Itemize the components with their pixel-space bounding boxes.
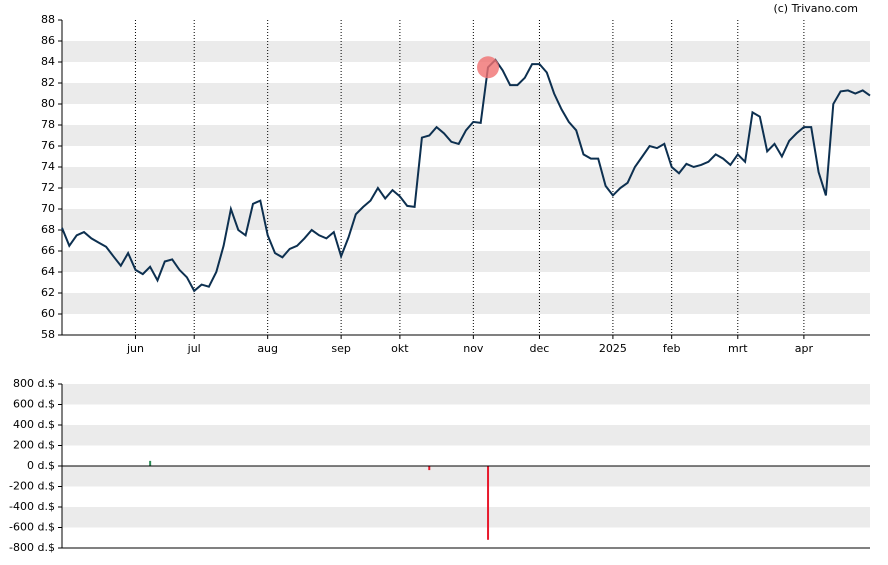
x-tick-label: nov xyxy=(463,342,484,355)
y-tick-label: 400 d.$ xyxy=(13,418,55,431)
bar xyxy=(487,466,490,540)
y-tick-label: 80 xyxy=(41,97,55,110)
y-tick-label: 64 xyxy=(41,265,55,278)
y-tick-label: 78 xyxy=(41,118,55,131)
x-tick-label: jul xyxy=(187,342,201,355)
grid-band xyxy=(62,41,870,62)
y-tick-label: 600 d.$ xyxy=(13,398,55,411)
y-tick-label: 62 xyxy=(41,286,55,299)
y-tick-label: 800 d.$ xyxy=(13,377,55,390)
x-tick-label: aug xyxy=(257,342,278,355)
y-tick-label: 82 xyxy=(41,76,55,89)
y-tick-label: 84 xyxy=(41,55,55,68)
y-tick-label: 72 xyxy=(41,181,55,194)
x-tick-label: mrt xyxy=(728,342,748,355)
y-tick-label: 66 xyxy=(41,244,55,257)
grid-band xyxy=(62,251,870,272)
y-tick-label: -600 d.$ xyxy=(9,521,55,534)
grid-band xyxy=(62,507,870,528)
grid-band xyxy=(62,384,870,405)
y-tick-label: 70 xyxy=(41,202,55,215)
y-tick-label: -200 d.$ xyxy=(9,480,55,493)
grid-band xyxy=(62,83,870,104)
y-tick-label: -400 d.$ xyxy=(9,500,55,513)
price-line xyxy=(61,58,871,293)
x-tick-label: apr xyxy=(795,342,814,355)
bar xyxy=(428,466,431,471)
bar xyxy=(149,460,152,466)
grid-band xyxy=(62,125,870,146)
grid-band xyxy=(62,466,870,487)
grid-band xyxy=(62,425,870,446)
y-tick-label: 58 xyxy=(41,328,55,341)
y-tick-label: -800 d.$ xyxy=(9,541,55,554)
y-tick-label: 0 d.$ xyxy=(27,459,55,472)
y-tick-label: 200 d.$ xyxy=(13,439,55,452)
y-tick-label: 76 xyxy=(41,139,55,152)
x-tick-label: okt xyxy=(391,342,409,355)
y-tick-label: 74 xyxy=(41,160,55,173)
grid-band xyxy=(62,209,870,230)
x-tick-label: sep xyxy=(331,342,350,355)
y-tick-label: 68 xyxy=(41,223,55,236)
source: (c) Trivano.com xyxy=(773,2,858,15)
x-tick-label: jun xyxy=(126,342,144,355)
y-tick-label: 86 xyxy=(41,34,55,47)
grid-band xyxy=(62,293,870,314)
y-tick-label: 60 xyxy=(41,307,55,320)
x-tick-label: dec xyxy=(530,342,550,355)
x-tick-label: 2025 xyxy=(599,342,627,355)
grid-band xyxy=(62,167,870,188)
y-tick-label: 88 xyxy=(41,13,55,26)
x-tick-label: feb xyxy=(663,342,681,355)
highlight-marker xyxy=(477,56,500,79)
